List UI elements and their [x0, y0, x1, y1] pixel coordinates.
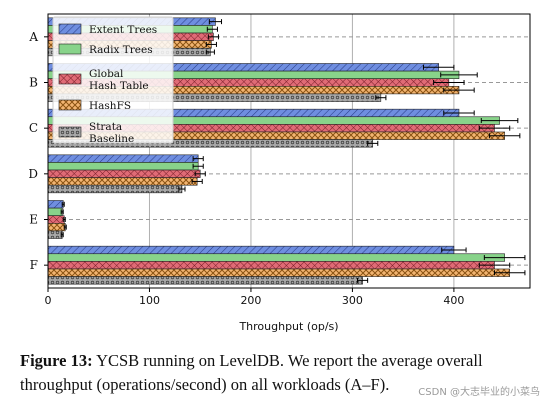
legend-label: Global	[89, 68, 124, 80]
bar	[48, 253, 505, 262]
bar-hatch	[48, 223, 66, 231]
bar-hatch	[48, 268, 510, 277]
x-tick-label: 400	[443, 294, 464, 307]
bar	[48, 116, 500, 125]
throughput-chart: 0 100 200 300 400 A B C D E F Extent Trees Radix Tr…	[28, 13, 531, 333]
caption-text: YCSB running on LevelDB. We report the a…	[20, 351, 483, 394]
bar-hatch	[48, 215, 65, 224]
legend-box	[52, 16, 174, 144]
bar-hatch	[48, 246, 454, 254]
legend-swatch-outline	[58, 43, 82, 55]
x-axis-label: Throughput (op/s)	[238, 320, 338, 333]
plot-frame	[47, 13, 531, 289]
x-tick-label: 200	[240, 294, 261, 307]
bar-hatch	[48, 93, 381, 102]
y-tick-label: B	[29, 76, 38, 90]
legend-label: Strata	[89, 121, 122, 133]
bar-hatch	[48, 86, 459, 94]
bar-hatch	[48, 131, 505, 140]
bar-hatch	[48, 261, 495, 269]
legend-swatch-hatch	[59, 24, 81, 34]
figure-caption: Figure 13: YCSB running on LevelDB. We r…	[20, 349, 540, 397]
legend-swatch-hatch	[59, 100, 81, 110]
bar-hatch	[48, 139, 373, 148]
bar-hatch	[48, 185, 182, 193]
legend-label: Baseline	[89, 133, 134, 145]
bar-hatch	[48, 177, 198, 186]
bar	[48, 162, 199, 171]
bar-hatch	[48, 276, 363, 285]
watermark: CSDN @大志毕业的小菜鸟	[418, 387, 540, 398]
legend-swatch-outline	[58, 99, 82, 111]
legend-swatch	[59, 44, 81, 54]
bar-hatch	[48, 200, 64, 209]
y-tick-label: E	[29, 213, 38, 227]
y-tick-label: D	[28, 167, 38, 181]
legend-label: Extent Trees	[89, 24, 157, 36]
x-tick-label: 0	[45, 294, 52, 307]
legend-swatch-hatch	[59, 127, 81, 137]
bar-hatch	[48, 170, 201, 178]
x-tick-label: 100	[139, 294, 160, 307]
bar-hatch	[48, 154, 199, 163]
caption-label: Figure 13:	[20, 351, 93, 370]
legend-swatch-outline	[58, 126, 82, 138]
y-tick-label: C	[29, 121, 38, 135]
legend-label: Hash Table	[89, 80, 149, 92]
bar-hatch	[48, 124, 495, 132]
bars-group	[47, 17, 526, 285]
legend-swatch-outline	[58, 23, 82, 35]
legend-swatch-hatch	[59, 74, 81, 84]
x-tick-label: 300	[342, 294, 363, 307]
bar	[48, 71, 459, 79]
bar-hatch	[48, 78, 449, 87]
legend-swatch-outline	[58, 73, 82, 85]
y-tick-label: F	[30, 258, 38, 272]
y-tick-label: A	[28, 30, 38, 44]
bar	[48, 208, 63, 216]
axes-group: 0 100 200 300 400 A B C D E F	[28, 13, 531, 307]
legend-label: Radix Trees	[89, 44, 153, 56]
legend-label: HashFS	[89, 100, 131, 112]
bar-hatch	[48, 109, 459, 117]
bar-hatch	[48, 63, 439, 72]
bar-hatch	[48, 230, 63, 239]
